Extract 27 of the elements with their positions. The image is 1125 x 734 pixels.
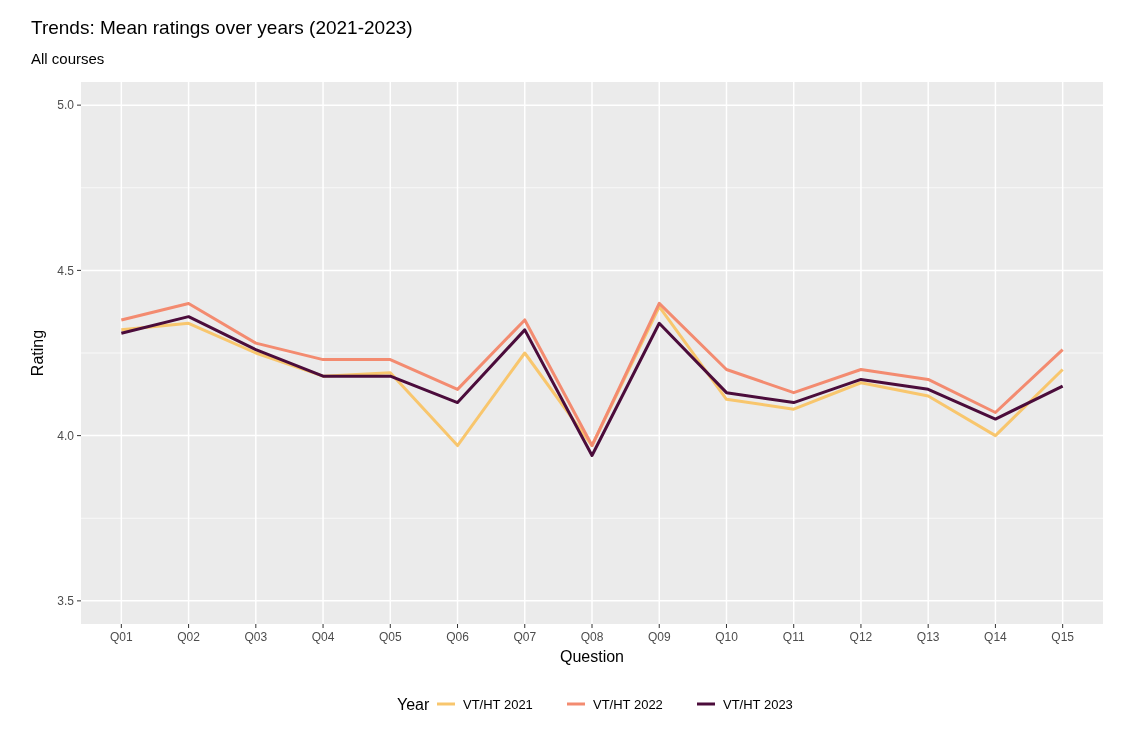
legend-label: VT/HT 2021 [463,696,533,712]
legend-label: VT/HT 2023 [723,696,793,712]
x-tick-label: Q05 [378,630,402,644]
legend-label: VT/HT 2022 [593,696,663,712]
y-tick-label: 3.5 [57,594,75,609]
x-tick-label: Q14 [984,630,1008,644]
x-tick-label: Q02 [177,630,201,644]
y-tick-label: 4.5 [57,263,75,278]
x-tick-label: Q04 [311,630,335,644]
x-tick-label: Q12 [849,630,873,644]
y-axis-title: Rating [29,329,46,377]
y-tick-label: 4.0 [57,428,75,443]
x-tick-label: Q13 [916,630,940,644]
x-tick-label: Q01 [110,630,134,644]
x-tick-label: Q03 [244,630,268,644]
x-tick-label: Q11 [782,630,805,644]
chart-subtitle: All courses [31,50,105,67]
legend-title: Year [397,695,430,713]
x-tick-label: Q08 [580,630,604,644]
chart-title: Trends: Mean ratings over years (2021-2023) [31,17,413,38]
x-tick-label: Q07 [513,630,537,644]
x-tick-label: Q06 [446,630,470,644]
x-axis-title: Question [559,648,625,665]
y-tick-label: 5.0 [57,98,75,113]
x-tick-label: Q09 [647,630,671,644]
x-tick-label: Q15 [1051,630,1075,644]
x-tick-label: Q10 [715,630,739,644]
